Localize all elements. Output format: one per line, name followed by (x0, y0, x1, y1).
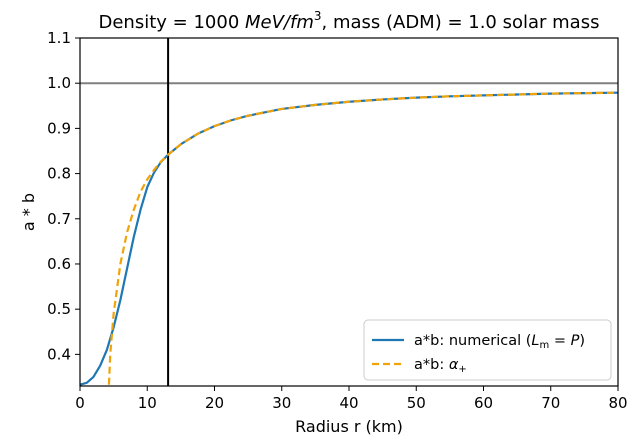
x-tick-label: 60 (474, 394, 493, 412)
series-group (80, 91, 618, 386)
y-tick-label: 0.7 (47, 210, 71, 228)
legend-box (363, 319, 612, 381)
legend-label-alpha-plus: a*b: α+ (414, 357, 467, 375)
x-tick-label: 70 (541, 394, 560, 412)
plot-area: 0 10 20 30 40 50 60 70 80 0.4 0.5 0.6 0.7 0.8 0.9 1.0 1.… (47, 29, 627, 412)
legend-label-text: a*b: (414, 357, 449, 373)
x-tick-label: 30 (272, 394, 291, 412)
y-tick-label: 0.9 (47, 119, 71, 137)
legend-label-operator: = (549, 333, 570, 349)
series-line-alpha-plus (107, 91, 618, 385)
y-tick-label: 0.8 (47, 165, 71, 183)
legend-label-subscript: m (540, 340, 550, 351)
x-tick-label: 10 (138, 394, 157, 412)
legend-label-math: α (449, 357, 459, 373)
legend-label-numerical: a*b: numerical (Lm = P) (414, 333, 585, 351)
title-prefix: Density = 1000 (99, 12, 246, 33)
legend-label-math: L (531, 333, 539, 349)
y-tick-label: 0.5 (47, 300, 71, 318)
x-tick-label: 50 (407, 394, 426, 412)
x-tick-label: 80 (608, 394, 627, 412)
chart-title: Density = 1000 MeV/fm3, mass (ADM) = 1.0… (99, 9, 600, 33)
y-tick-label: 0.6 (47, 255, 71, 273)
x-axis-label: Radius r (km) (295, 417, 403, 436)
y-tick-label: 0.4 (47, 345, 71, 363)
legend: a*b: numerical (Lm = P) a*b: α+ (363, 319, 612, 381)
legend-label-subscript: + (458, 364, 466, 375)
legend-label-text: a*b: numerical ( (414, 333, 531, 349)
legend-label-math-rhs: P (571, 333, 580, 349)
title-unit-exponent: 3 (314, 9, 322, 23)
title-suffix: , mass (ADM) = 1.0 solar mass (322, 12, 600, 33)
y-tick-label: 1.1 (47, 29, 71, 47)
y-tick-label: 1.0 (47, 74, 71, 92)
title-unit: MeV/fm (245, 12, 314, 33)
x-tick-label: 0 (75, 394, 85, 412)
legend-label-suffix: ) (579, 333, 585, 349)
x-tick-label: 20 (205, 394, 224, 412)
y-axis-label: a * b (19, 193, 38, 231)
x-tick-label: 40 (339, 394, 358, 412)
